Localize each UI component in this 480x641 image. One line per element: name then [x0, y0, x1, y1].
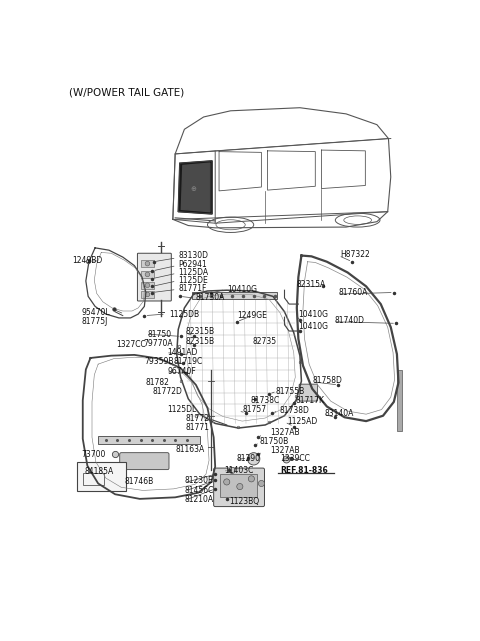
Bar [220, 474, 257, 497]
Circle shape [145, 283, 150, 288]
Circle shape [145, 292, 150, 297]
Text: 81730A: 81730A [195, 294, 225, 303]
Text: 10410G: 10410G [227, 285, 257, 294]
Text: 82315B: 82315B [186, 326, 215, 335]
Text: 82735: 82735 [252, 337, 276, 346]
Circle shape [145, 262, 150, 266]
Text: 10410G: 10410G [299, 310, 328, 319]
Bar [98, 436, 200, 444]
Text: 10410G: 10410G [299, 322, 328, 331]
Text: 81775J: 81775J [81, 317, 108, 326]
Circle shape [229, 467, 235, 474]
Text: H87322: H87322 [340, 249, 370, 258]
Text: 81757: 81757 [243, 405, 267, 414]
Text: 1249BD: 1249BD [72, 256, 102, 265]
Text: 1123BQ: 1123BQ [229, 497, 259, 506]
Text: 81771F: 81771F [178, 284, 206, 293]
Text: 81772D: 81772D [152, 387, 182, 395]
FancyBboxPatch shape [120, 453, 169, 470]
Text: 1125DL: 1125DL [168, 405, 197, 414]
Text: 1125AD: 1125AD [288, 417, 318, 426]
Text: ⊕: ⊕ [191, 186, 197, 192]
Text: 82315A: 82315A [297, 280, 326, 289]
Polygon shape [181, 163, 210, 212]
Text: 81738C: 81738C [251, 396, 280, 405]
Text: 81740D: 81740D [335, 316, 364, 325]
Text: 1327AB: 1327AB [271, 428, 300, 437]
Bar [141, 282, 154, 288]
Text: 81758D: 81758D [312, 376, 342, 385]
Text: 81772: 81772 [186, 414, 210, 423]
Text: 1327CC: 1327CC [117, 340, 146, 349]
Bar [141, 291, 154, 298]
Text: 1125DE: 1125DE [178, 276, 208, 285]
Text: 81782: 81782 [146, 378, 170, 387]
Text: 81750: 81750 [147, 329, 171, 338]
Text: 81771: 81771 [186, 423, 210, 432]
Text: 81738D: 81738D [280, 406, 310, 415]
Bar [83, 472, 104, 485]
Text: 81230E: 81230E [184, 476, 213, 485]
Text: 81760A: 81760A [338, 288, 368, 297]
Text: 1249GE: 1249GE [237, 311, 266, 320]
Text: 79770A: 79770A [144, 339, 173, 348]
Text: (W/POWER TAIL GATE): (W/POWER TAIL GATE) [69, 88, 184, 97]
Text: 83130D: 83130D [178, 251, 208, 260]
Text: 82315B: 82315B [186, 337, 215, 346]
FancyBboxPatch shape [137, 253, 171, 301]
Bar [192, 292, 277, 299]
Text: 95470L: 95470L [81, 308, 110, 317]
Text: REF.81-836: REF.81-836 [280, 466, 328, 475]
Text: 73700: 73700 [81, 450, 106, 459]
Text: 1125DA: 1125DA [178, 268, 208, 277]
Text: P62941: P62941 [178, 260, 207, 269]
FancyBboxPatch shape [214, 468, 264, 506]
Circle shape [248, 453, 260, 465]
Bar [141, 271, 154, 278]
Bar [397, 369, 402, 431]
Text: 84185A: 84185A [84, 467, 114, 476]
FancyBboxPatch shape [299, 384, 318, 401]
Text: 79359B: 79359B [144, 357, 174, 366]
Circle shape [145, 272, 150, 277]
Bar [141, 260, 154, 267]
Text: 1327AB: 1327AB [271, 446, 300, 455]
Text: 81456C: 81456C [184, 486, 214, 495]
Bar [77, 462, 126, 491]
Circle shape [237, 483, 243, 490]
Text: 11403C: 11403C [225, 466, 254, 475]
Text: 81717K: 81717K [295, 396, 324, 405]
Text: 83140A: 83140A [324, 409, 354, 418]
Text: 1125DB: 1125DB [169, 310, 199, 319]
Text: 81290: 81290 [237, 454, 261, 463]
Text: 1491AD: 1491AD [168, 348, 198, 357]
Circle shape [224, 479, 230, 485]
Circle shape [248, 476, 254, 482]
Text: 81755B: 81755B [275, 387, 304, 395]
Circle shape [258, 480, 264, 487]
Text: 96740F: 96740F [168, 367, 196, 376]
Text: 81719C: 81719C [174, 357, 203, 366]
Text: 81210A: 81210A [184, 495, 214, 504]
Text: 81163A: 81163A [175, 445, 204, 454]
Text: 81746B: 81746B [124, 477, 154, 486]
Text: 81750B: 81750B [260, 437, 289, 446]
Text: 1339CC: 1339CC [280, 454, 310, 463]
Polygon shape [178, 161, 212, 214]
